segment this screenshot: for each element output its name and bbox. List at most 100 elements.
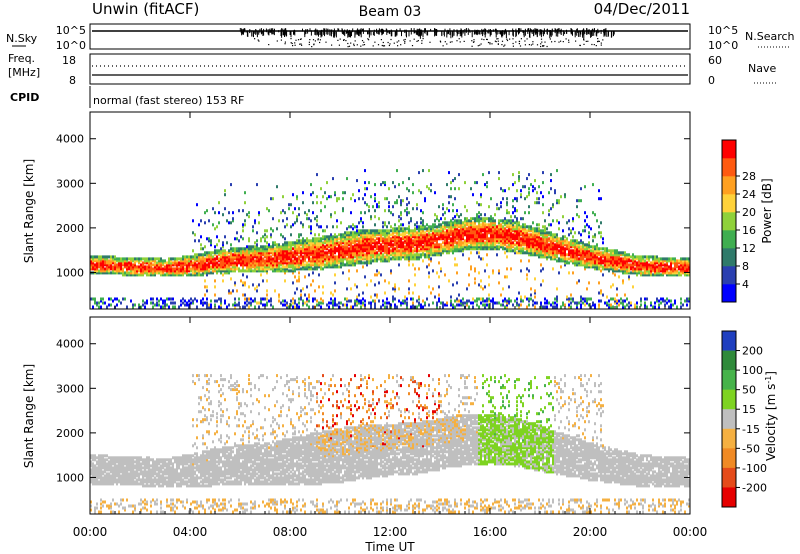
power-cell (404, 247, 406, 251)
power-cell (240, 263, 242, 267)
power-cell (438, 235, 440, 239)
power-cell (538, 255, 540, 259)
power-cell (578, 247, 580, 251)
power-cell (432, 251, 434, 255)
power-cell (294, 259, 296, 263)
power-cell (246, 257, 248, 261)
power-cell (508, 231, 510, 235)
n-search-point (396, 41, 398, 43)
power-cell (422, 237, 424, 241)
power-cell (506, 225, 508, 229)
power-cell (270, 233, 272, 237)
power-cell (400, 253, 402, 257)
power-cell (468, 239, 470, 243)
power-cell (274, 253, 276, 257)
freq-label: Freq. (8, 52, 35, 65)
power-cell (530, 225, 532, 229)
power-cell (304, 249, 306, 253)
power-cell (504, 227, 506, 231)
power-cell (184, 263, 186, 267)
power-cell (242, 283, 244, 287)
power-cell (544, 219, 546, 223)
power-cell (206, 251, 208, 255)
power-cell (376, 273, 378, 277)
power-cell (500, 245, 502, 249)
power-cell (390, 253, 392, 257)
power-cell (308, 265, 310, 269)
power-cell (290, 261, 292, 265)
power-cell (308, 243, 310, 247)
power-cell (470, 265, 472, 269)
power-cell (236, 249, 238, 253)
power-cell (346, 249, 348, 253)
power-cell (146, 301, 148, 305)
n-search-point (367, 38, 369, 40)
power-cell (526, 229, 528, 233)
power-cell (380, 305, 382, 309)
power-cell (404, 227, 406, 231)
n-search-point (542, 45, 544, 47)
power-cell (578, 249, 580, 253)
power-cell (150, 257, 152, 261)
power-cell (384, 239, 386, 243)
power-cell (260, 265, 262, 269)
power-cell (232, 211, 234, 215)
power-cell (566, 241, 568, 245)
power-cell (322, 257, 324, 261)
power-cell (174, 261, 176, 265)
power-cell (326, 265, 328, 269)
power-cell (278, 293, 280, 297)
power-cell (312, 243, 314, 247)
power-cell (408, 177, 410, 181)
power-cell (342, 303, 344, 307)
power-cell (550, 207, 552, 211)
power-cell (504, 297, 506, 301)
power-cell (318, 233, 320, 237)
power-cell (184, 271, 186, 275)
power-cell (308, 267, 310, 271)
power-cell (348, 269, 350, 273)
power-cell (362, 247, 364, 251)
power-cell (242, 225, 244, 229)
power-cell (440, 243, 442, 247)
power-cell (454, 187, 456, 191)
power-cell (436, 245, 438, 249)
power-cell (182, 271, 184, 275)
power-cell (184, 303, 186, 307)
power-cell (314, 239, 316, 243)
power-cell (412, 297, 414, 301)
power-cell (296, 261, 298, 265)
power-cell (190, 269, 192, 273)
power-cell (432, 243, 434, 247)
power-cell (272, 249, 274, 253)
power-cell (258, 247, 260, 251)
power-cell (304, 251, 306, 255)
power-cell (166, 267, 168, 271)
power-cell (340, 243, 342, 247)
power-cell (246, 303, 248, 307)
power-cell (482, 225, 484, 229)
power-cell (284, 279, 286, 283)
power-cell (178, 305, 180, 309)
power-cell (398, 219, 400, 223)
power-cell (260, 261, 262, 265)
power-cell (378, 255, 380, 259)
power-cell (144, 269, 146, 273)
power-cell (104, 257, 106, 261)
power-cell (204, 279, 206, 283)
power-cell (178, 269, 180, 273)
power-cell (262, 247, 264, 251)
power-cell (350, 237, 352, 241)
power-cell (238, 253, 240, 257)
power-cell (526, 233, 528, 237)
power-cell (434, 219, 436, 223)
power-cell (166, 297, 168, 301)
power-cell (400, 223, 402, 227)
power-cell (256, 269, 258, 273)
power-cell (170, 261, 172, 265)
power-cell (246, 245, 248, 249)
power-cell (214, 259, 216, 263)
power-cell (452, 251, 454, 255)
power-cell (408, 287, 410, 291)
power-cell (448, 235, 450, 239)
